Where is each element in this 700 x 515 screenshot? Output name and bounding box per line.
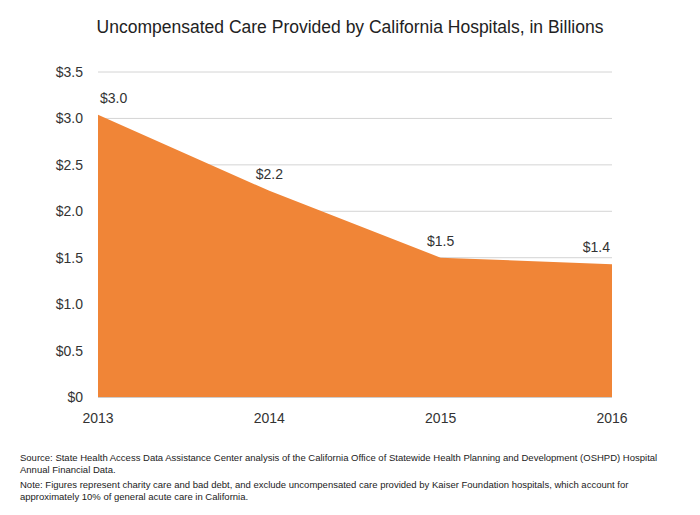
area [98, 115, 612, 397]
x-tick-label: 2015 [425, 410, 456, 426]
y-tick-label: $2.5 [56, 157, 83, 173]
grid-line [98, 118, 612, 119]
data-label: $1.4 [583, 239, 610, 255]
y-tick-label: $2.0 [56, 203, 83, 219]
data-label: $1.5 [427, 233, 454, 249]
x-tick-label: 2013 [82, 410, 113, 426]
note: Note: Figures represent charity care and… [20, 479, 680, 503]
y-tick-label: $1.0 [56, 296, 83, 312]
grid-line [98, 72, 612, 73]
x-tick-label: 2014 [254, 410, 285, 426]
title: Uncompensated Care Provided by Californi… [97, 17, 604, 37]
data-label: $3.0 [100, 90, 127, 106]
y-tick-label: $0 [67, 389, 83, 405]
y-tick-label: $1.5 [56, 250, 83, 266]
chart: Uncompensated Care Provided by Californi… [0, 0, 700, 515]
x-tick-label: 2016 [596, 410, 627, 426]
y-tick-label: $3.5 [56, 64, 83, 80]
data-label: $2.2 [256, 166, 283, 182]
y-tick-label: $0.5 [56, 343, 83, 359]
plot-area [98, 115, 612, 397]
y-tick-label: $3.0 [56, 110, 83, 126]
source: Source: State Health Access Data Assista… [20, 452, 680, 476]
